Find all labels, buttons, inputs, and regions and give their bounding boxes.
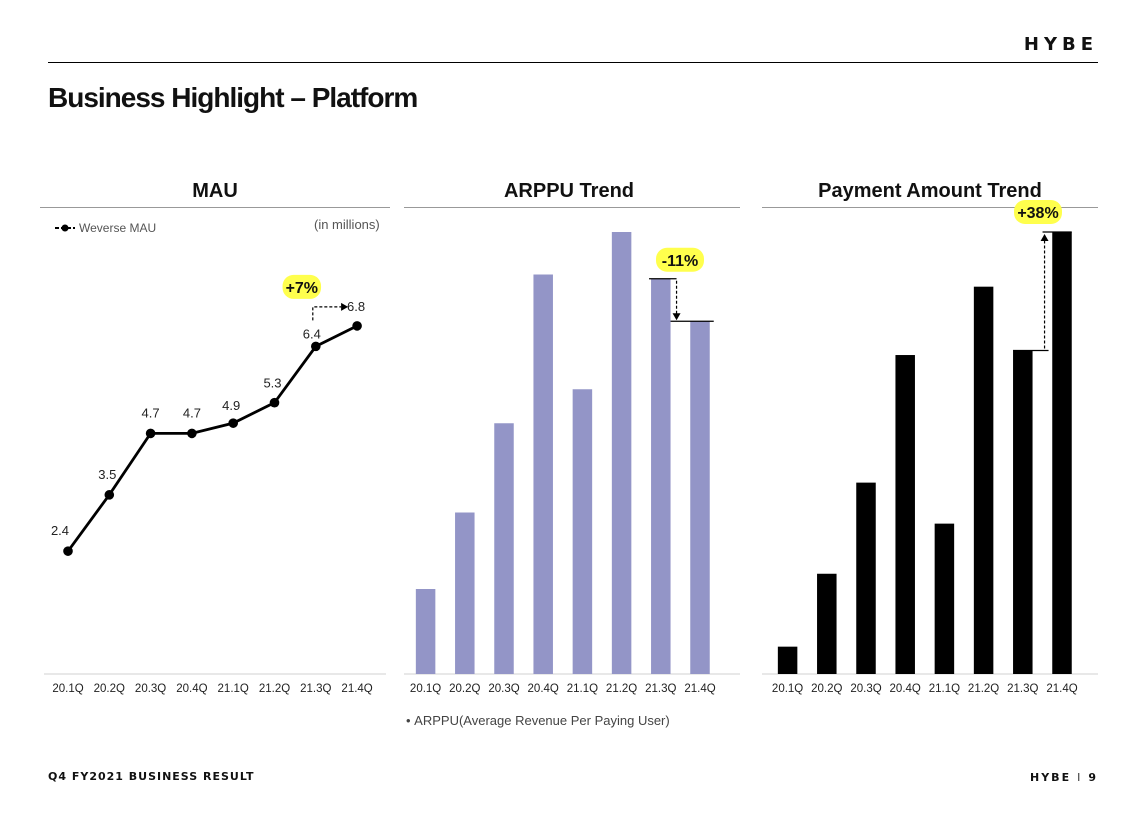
arppu-change-badge: -11% <box>662 253 698 270</box>
mau-data-label: 2.4 <box>51 523 69 538</box>
down-arrow-icon <box>672 313 681 321</box>
mau-unit-label: (in millions) <box>314 217 380 232</box>
arppu-tick-label: 21.3Q <box>645 683 676 695</box>
payment-tick-label: 21.3Q <box>1007 683 1038 695</box>
mau-point-21.2Q <box>269 397 280 408</box>
arppu-footnote-text: ARPPU(Average Revenue Per Paying User) <box>414 713 670 728</box>
bullet-icon: • <box>406 713 415 728</box>
arppu-bar-20.4Q <box>533 274 553 674</box>
payment-title-rule <box>762 207 1098 208</box>
arppu-change-badge-highlight <box>656 247 704 272</box>
arppu-bar-21.4Q <box>690 321 710 674</box>
arppu-tick-label: 21.2Q <box>606 683 637 695</box>
payment-tick-label: 20.4Q <box>890 683 921 695</box>
arppu-tick-label: 21.4Q <box>684 683 715 695</box>
up-arrow-icon <box>1040 234 1049 241</box>
payment-tick-label: 21.1Q <box>929 683 960 695</box>
arppu-bar-20.3Q <box>494 423 514 674</box>
footer-report-name: Q4 FY2021 BUSINESS RESULT <box>48 770 255 783</box>
payment-tick-label: 20.2Q <box>811 683 842 695</box>
payment-bar-21.1Q <box>934 523 955 674</box>
arppu-tick-label: 20.4Q <box>528 683 559 695</box>
arppu-tick-label: 20.2Q <box>449 683 480 695</box>
mau-tick-label: 20.3Q <box>135 683 166 695</box>
mau-data-label: 4.9 <box>222 398 240 413</box>
payment-bar-20.4Q <box>895 355 915 674</box>
page-number: 9 <box>1088 771 1098 784</box>
footer-page-info: HYBE I 9 <box>1030 771 1098 784</box>
arppu-bar-20.1Q <box>415 589 436 674</box>
mau-tick-label: 20.4Q <box>176 683 207 695</box>
mau-point-21.3Q <box>311 341 321 352</box>
hybe-logo-footer: HYBE <box>1030 771 1072 784</box>
page-title: Business Highlight – Platform <box>48 82 418 113</box>
arppu-bar-20.2Q <box>455 512 475 674</box>
arppu-tick-label: 20.1Q <box>410 683 441 695</box>
mau-tick-label: 20.1Q <box>52 683 83 695</box>
line-dot-marker-icon <box>55 224 75 232</box>
arppu-bar-chart: 20.1Q 20.2Q 20.3Q 20.4Q 21.1Q 21.2Q 21.3Q 21.4Q… <box>404 232 740 695</box>
mau-tick-label: 21.3Q <box>300 683 331 695</box>
mau-tick-label: 20.2Q <box>94 683 125 695</box>
mau-tick-label: 21.2Q <box>259 683 290 695</box>
mau-tick-label: 21.1Q <box>218 683 249 695</box>
mau-title-rule <box>40 207 390 208</box>
mau-legend: Weverse MAU <box>54 221 156 235</box>
mau-growth-badge: +7% <box>286 280 318 297</box>
payment-bar-21.2Q <box>973 286 994 674</box>
mau-series-line <box>66 324 358 552</box>
mau-legend-label: Weverse MAU <box>79 221 157 235</box>
mau-point-20.2Q <box>104 490 115 500</box>
payment-tick-label: 20.1Q <box>772 683 803 695</box>
arppu-tick-label: 20.3Q <box>488 683 519 695</box>
mau-point-21.4Q <box>352 321 362 331</box>
mau-data-label: 6.4 <box>303 326 321 341</box>
mau-data-label: 5.3 <box>263 376 281 391</box>
mau-point-20.1Q <box>63 546 73 556</box>
payment-tick-label: 21.4Q <box>1046 683 1077 695</box>
mau-chart-title: MAU <box>192 180 238 202</box>
mau-point-20.3Q <box>145 428 156 439</box>
mau-tick-label: 21.4Q <box>341 683 372 695</box>
mau-data-label: 4.7 <box>183 405 201 420</box>
mau-data-label: 3.5 <box>98 467 116 482</box>
payment-change-badge-highlight <box>1014 200 1062 224</box>
payment-bar-21.3Q <box>1013 350 1033 674</box>
arppu-title-rule <box>404 207 740 208</box>
payment-bar-20.1Q <box>777 646 798 674</box>
mau-point-20.4Q <box>187 428 197 439</box>
dashed-arrow-icon <box>341 302 349 311</box>
footer-separator: I <box>1077 771 1083 784</box>
payment-bar-chart: 20.1Q 20.2Q 20.3Q 20.4Q 21.1Q 21.2Q 21.3Q 21.4Q… <box>762 200 1098 695</box>
arppu-chart-title: ARPPU Trend <box>503 180 635 202</box>
arppu-bar-21.1Q <box>572 389 593 674</box>
payment-bar-21.4Q <box>1052 232 1072 674</box>
arppu-tick-label: 21.1Q <box>567 683 598 695</box>
arppu-bar-21.3Q <box>651 278 671 674</box>
payment-chart-title: Payment Amount Trend <box>818 180 1042 202</box>
hybe-logo-top: HYBE <box>1023 34 1098 55</box>
payment-change-badge: +38% <box>1017 205 1058 222</box>
mau-data-label: 4.7 <box>142 405 160 420</box>
payment-bar-20.3Q <box>856 482 876 674</box>
payment-tick-label: 20.3Q <box>850 683 881 695</box>
arppu-bar-21.2Q <box>611 232 632 674</box>
payment-bar-20.2Q <box>817 573 837 674</box>
mau-point-21.1Q <box>228 418 238 428</box>
mau-line-chart: 2.4 20.1Q 3.5 20.2Q 4.7 20.3Q 4.7 20.4Q 4.9 21.1Q… <box>44 274 386 695</box>
mau-growth-badge-highlight <box>282 274 322 299</box>
header-divider <box>48 62 1098 63</box>
mau-growth-arrow-line <box>312 306 342 321</box>
mau-data-label: 6.8 <box>347 299 365 314</box>
payment-tick-label: 21.2Q <box>968 683 999 695</box>
arppu-footnote: • ARPPU(Average Revenue Per Paying User) <box>406 713 670 728</box>
